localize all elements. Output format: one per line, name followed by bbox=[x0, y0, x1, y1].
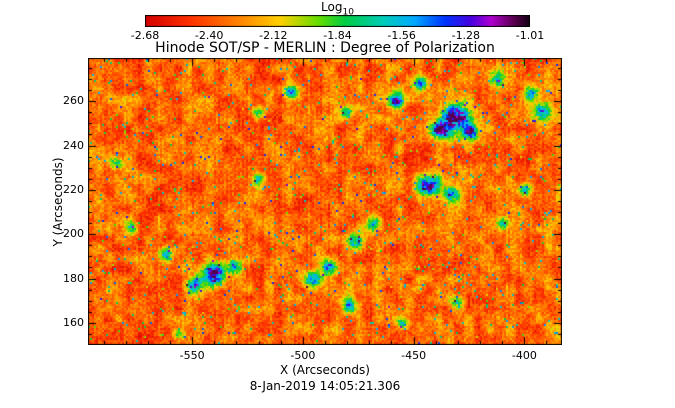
colorbar-label-main: Log bbox=[321, 0, 343, 14]
colorbar-tick-label: -2.12 bbox=[259, 29, 288, 42]
colorbar-tick-label: -2.68 bbox=[130, 29, 160, 42]
colorbar-label: Log10 bbox=[145, 0, 530, 17]
colorbar-tick-label: -1.01 bbox=[515, 29, 545, 42]
y-tick-label: 240 bbox=[63, 138, 84, 152]
colorbar-label-subscript: 10 bbox=[342, 7, 354, 18]
y-tick-label: 220 bbox=[63, 182, 84, 196]
chart-title: Hinode SOT/SP - MERLIN : Degree of Polar… bbox=[155, 40, 495, 56]
y-tick-label: 200 bbox=[63, 227, 84, 241]
heatmap-canvas bbox=[88, 58, 562, 345]
x-tick-label: -500 bbox=[290, 349, 316, 362]
x-tick-label: -550 bbox=[179, 349, 205, 362]
colorbar-tick-label: -2.40 bbox=[194, 29, 224, 42]
y-tick-label: 160 bbox=[63, 315, 84, 329]
x-tick-label: -450 bbox=[401, 349, 427, 362]
colorbar bbox=[145, 15, 530, 27]
x-axis-label: X (Arcseconds) bbox=[280, 363, 370, 377]
colorbar-tick-label: -1.28 bbox=[451, 29, 481, 42]
x-tick-label: -400 bbox=[511, 349, 537, 362]
colorbar-tick-label: -1.56 bbox=[387, 29, 416, 42]
y-tick-label: 260 bbox=[63, 94, 84, 108]
timestamp-caption: 8-Jan-2019 14:05:21.306 bbox=[249, 379, 401, 393]
colorbar-tick-label: -1.84 bbox=[323, 29, 352, 42]
y-tick-label: 180 bbox=[63, 271, 84, 285]
